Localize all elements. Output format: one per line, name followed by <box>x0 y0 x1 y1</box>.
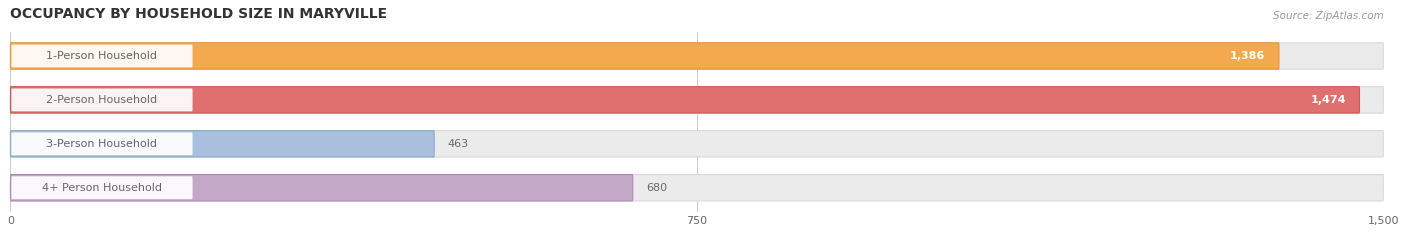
Text: 3-Person Household: 3-Person Household <box>46 139 157 149</box>
Text: 1,386: 1,386 <box>1230 51 1265 61</box>
Text: 1,474: 1,474 <box>1310 95 1346 105</box>
FancyBboxPatch shape <box>10 87 1360 113</box>
Text: 463: 463 <box>449 139 470 149</box>
FancyBboxPatch shape <box>10 43 1384 69</box>
FancyBboxPatch shape <box>10 175 633 201</box>
Text: Source: ZipAtlas.com: Source: ZipAtlas.com <box>1272 11 1384 21</box>
FancyBboxPatch shape <box>11 89 193 111</box>
Text: 680: 680 <box>647 183 668 193</box>
FancyBboxPatch shape <box>10 131 434 157</box>
FancyBboxPatch shape <box>11 176 193 199</box>
Text: 1-Person Household: 1-Person Household <box>46 51 157 61</box>
FancyBboxPatch shape <box>10 87 1384 113</box>
FancyBboxPatch shape <box>10 131 1384 157</box>
Text: 2-Person Household: 2-Person Household <box>46 95 157 105</box>
FancyBboxPatch shape <box>11 45 193 67</box>
FancyBboxPatch shape <box>11 132 193 155</box>
FancyBboxPatch shape <box>10 43 1279 69</box>
Text: 4+ Person Household: 4+ Person Household <box>42 183 162 193</box>
FancyBboxPatch shape <box>10 175 1384 201</box>
Text: OCCUPANCY BY HOUSEHOLD SIZE IN MARYVILLE: OCCUPANCY BY HOUSEHOLD SIZE IN MARYVILLE <box>10 7 388 21</box>
